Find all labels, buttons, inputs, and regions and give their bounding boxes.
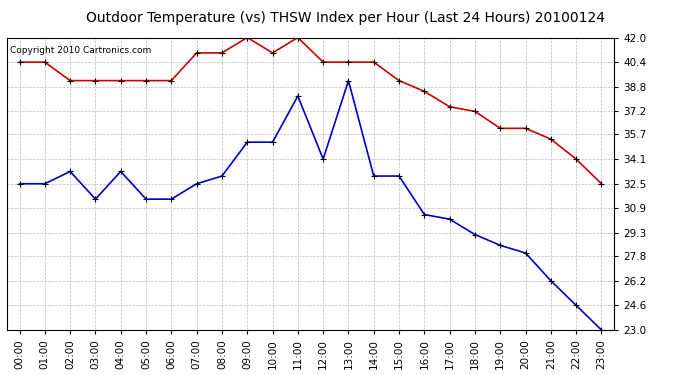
Text: Copyright 2010 Cartronics.com: Copyright 2010 Cartronics.com	[10, 46, 151, 55]
Text: Outdoor Temperature (vs) THSW Index per Hour (Last 24 Hours) 20100124: Outdoor Temperature (vs) THSW Index per …	[86, 11, 604, 25]
